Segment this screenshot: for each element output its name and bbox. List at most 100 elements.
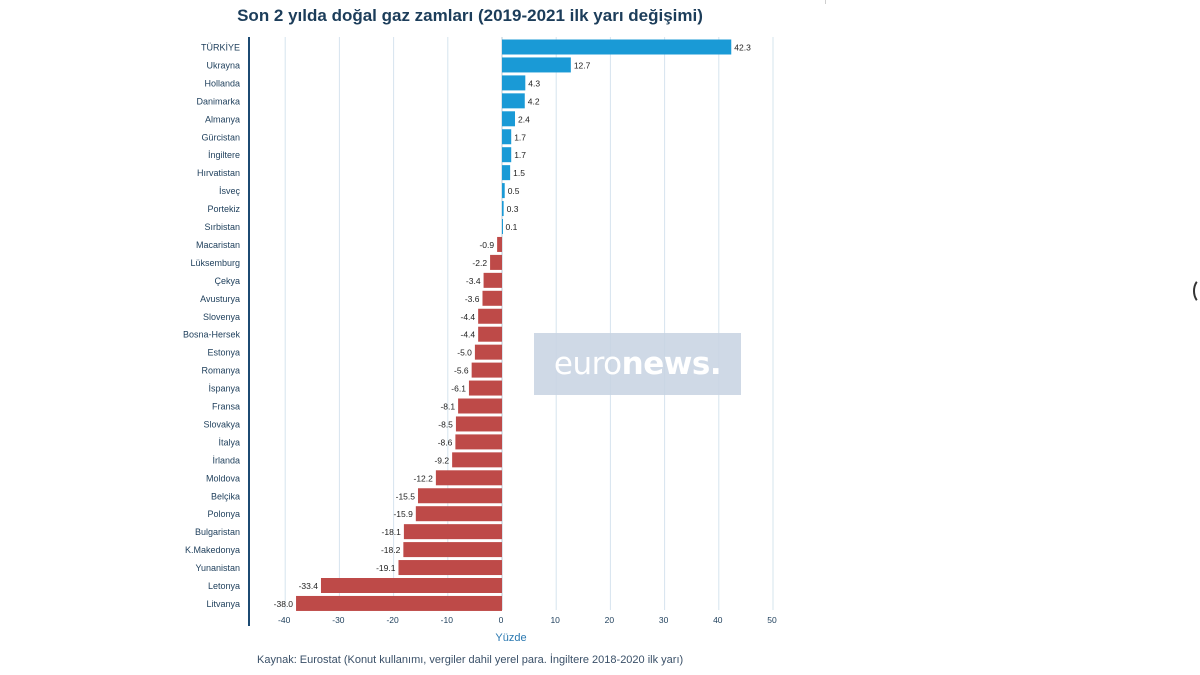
value-label: 12.7 [574, 60, 591, 70]
value-label: 4.3 [528, 78, 540, 88]
watermark-prefix: euro [553, 346, 622, 382]
bar [458, 398, 502, 414]
value-label: -19.1 [376, 563, 396, 573]
bar [483, 272, 502, 288]
value-label: -8.5 [438, 419, 453, 429]
x-tick-label: 20 [605, 615, 615, 625]
category-label: Avusturya [200, 294, 240, 304]
value-label: 4.2 [528, 96, 540, 106]
value-label: -38.0 [274, 599, 294, 609]
value-label: 1.7 [514, 150, 526, 160]
x-tick-label: 50 [767, 615, 777, 625]
bar [502, 75, 526, 91]
bar [502, 147, 512, 163]
category-label: Romanya [201, 366, 240, 376]
bar [502, 219, 503, 234]
category-label: Lüksemburg [190, 258, 240, 268]
category-label: Çekya [214, 276, 240, 286]
category-label: Bulgaristan [195, 527, 240, 537]
corner-mark [825, 0, 826, 4]
value-label: -9.2 [434, 455, 449, 465]
x-tick-label: -30 [332, 615, 345, 625]
bar [482, 290, 502, 306]
value-label: -5.6 [454, 366, 469, 376]
category-label: Sırbistan [204, 222, 240, 232]
bar [474, 344, 502, 360]
category-label: Yunanistan [195, 563, 240, 573]
bar [490, 254, 502, 270]
value-label: -15.9 [393, 509, 413, 519]
value-label: -15.5 [396, 491, 416, 501]
category-label: Estonya [207, 348, 240, 358]
value-label: -3.6 [465, 294, 480, 304]
category-label: İrlanda [212, 455, 240, 465]
category-label: Portekiz [207, 204, 240, 214]
category-label: Hırvatistan [197, 168, 240, 178]
category-label: Slovakya [203, 419, 240, 429]
value-label: 0.1 [506, 222, 518, 232]
category-label: Ukrayna [206, 60, 240, 70]
value-label: -4.4 [460, 312, 475, 322]
category-label: K.Makedonya [185, 545, 240, 555]
bar [471, 362, 502, 378]
category-label: İsveç [219, 186, 241, 196]
value-label: -18.2 [381, 545, 401, 555]
bar [478, 326, 502, 342]
value-label: 0.5 [508, 186, 520, 196]
value-label: -2.2 [472, 258, 487, 268]
x-tick-label: 40 [713, 615, 723, 625]
source-note: Kaynak: Eurostat (Konut kullanımı, vergi… [257, 654, 684, 666]
bar [417, 488, 502, 504]
bar [478, 308, 502, 324]
bar [403, 524, 502, 540]
bar [403, 542, 502, 558]
x-tick-label: -20 [386, 615, 399, 625]
bar [502, 93, 525, 109]
value-label: -0.9 [479, 240, 494, 250]
x-tick-label: 10 [550, 615, 560, 625]
bar [502, 39, 732, 55]
value-label: 1.5 [513, 168, 525, 178]
euronews-watermark: euro news. [534, 333, 741, 395]
x-tick-label: -10 [441, 615, 454, 625]
value-label: -4.4 [460, 330, 475, 340]
bar [497, 236, 502, 252]
category-label: Slovenya [203, 312, 240, 322]
value-label: -6.1 [451, 384, 466, 394]
bar [455, 434, 502, 450]
bar [455, 416, 502, 432]
value-label: -3.4 [466, 276, 481, 286]
category-label: Macaristan [196, 240, 240, 250]
category-label: İspanya [208, 384, 240, 394]
value-label: 0.3 [507, 204, 519, 214]
category-label: Gürcistan [201, 132, 240, 142]
bar [435, 470, 502, 486]
watermark-brand: news [621, 346, 711, 382]
value-label: -33.4 [299, 581, 319, 591]
value-label: -5.0 [457, 348, 472, 358]
bar [296, 595, 502, 611]
bar [502, 111, 516, 127]
bar [502, 201, 504, 217]
category-label: Letonya [208, 581, 240, 591]
category-label: Danimarka [196, 96, 240, 106]
watermark-dot: . [709, 346, 722, 382]
category-label: Litvanya [206, 599, 240, 609]
x-tick-label: -40 [278, 615, 291, 625]
bar [502, 183, 505, 199]
edge-arc [1193, 278, 1200, 304]
category-label: Moldova [206, 473, 240, 483]
chart-title: Son 2 yılda doğal gaz zamları (2019-2021… [237, 6, 703, 25]
category-label: Bosna-Hersek [183, 330, 241, 340]
category-label: İngiltere [208, 150, 240, 160]
bar [320, 578, 502, 593]
value-label: 2.4 [518, 114, 530, 124]
category-label: Belçika [211, 491, 240, 501]
value-label: -8.6 [438, 437, 453, 447]
category-label: TÜRKİYE [201, 43, 240, 53]
category-label: Almanya [205, 114, 240, 124]
value-label: -8.1 [440, 402, 455, 412]
bar [468, 380, 502, 396]
x-axis-label: Yüzde [495, 632, 526, 644]
